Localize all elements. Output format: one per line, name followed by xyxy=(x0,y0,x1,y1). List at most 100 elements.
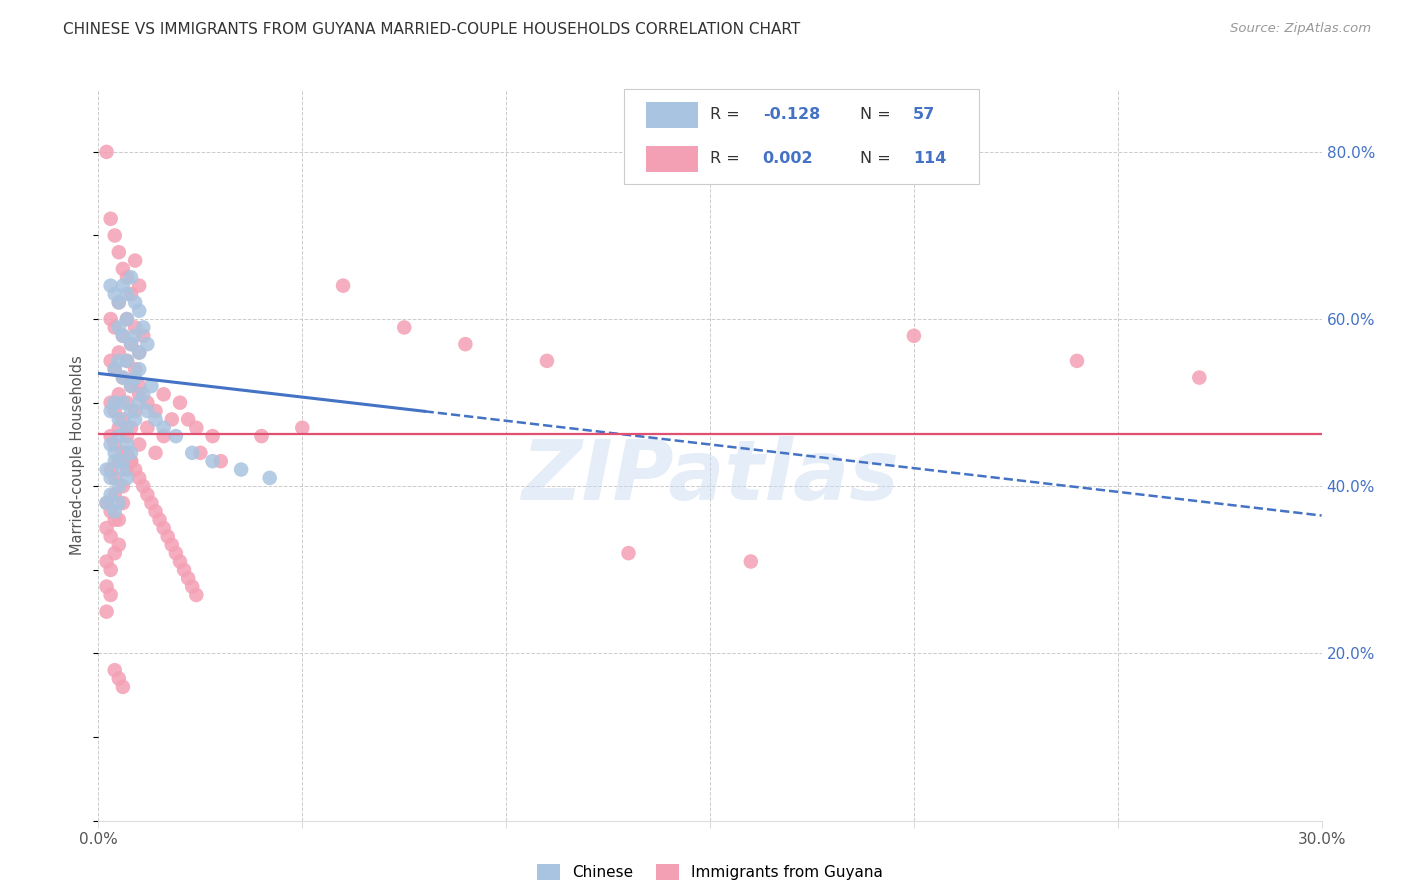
Point xyxy=(156,529,179,543)
Text: 0.002: 0.002 xyxy=(762,151,813,166)
Text: CHINESE VS IMMIGRANTS FROM GUYANA MARRIED-COUPLE HOUSEHOLDS CORRELATION CHART: CHINESE VS IMMIGRANTS FROM GUYANA MARRIE… xyxy=(63,22,800,37)
Point xyxy=(108,295,131,310)
Point xyxy=(132,320,155,334)
Point xyxy=(454,337,477,351)
Point xyxy=(115,312,138,326)
Point xyxy=(108,320,131,334)
Point xyxy=(115,270,138,285)
Text: Source: ZipAtlas.com: Source: ZipAtlas.com xyxy=(1230,22,1371,36)
Point xyxy=(111,496,134,510)
Point xyxy=(128,437,150,451)
Point xyxy=(152,521,174,535)
Point xyxy=(104,446,127,460)
Point xyxy=(96,462,118,476)
Point xyxy=(160,538,183,552)
Point xyxy=(111,395,134,409)
Point xyxy=(120,454,142,468)
Point xyxy=(108,429,131,443)
Point xyxy=(104,546,127,560)
Point xyxy=(145,504,167,518)
Point xyxy=(124,362,146,376)
Point xyxy=(120,446,142,460)
Point xyxy=(111,680,134,694)
Point xyxy=(128,278,150,293)
Point xyxy=(177,571,200,585)
Point xyxy=(108,479,131,493)
Point xyxy=(124,328,146,343)
Text: 114: 114 xyxy=(912,151,946,166)
Point xyxy=(100,504,122,518)
Point xyxy=(392,320,416,334)
Point xyxy=(104,287,127,301)
Point xyxy=(120,270,142,285)
Point xyxy=(96,605,118,619)
Point xyxy=(291,421,314,435)
Point xyxy=(132,479,155,493)
Point xyxy=(124,253,146,268)
Point xyxy=(96,554,118,568)
Point xyxy=(115,462,138,476)
Point xyxy=(100,312,122,326)
Point xyxy=(111,412,134,426)
Point xyxy=(100,354,122,368)
Point xyxy=(111,370,134,384)
Point xyxy=(132,328,155,343)
Point xyxy=(177,412,200,426)
Point xyxy=(100,429,122,443)
Point xyxy=(104,488,127,502)
Text: 57: 57 xyxy=(912,107,935,122)
Point xyxy=(104,320,127,334)
Point xyxy=(136,404,159,418)
Point xyxy=(115,287,138,301)
Point xyxy=(152,387,174,401)
Point xyxy=(100,404,122,418)
Point xyxy=(111,454,134,468)
Point xyxy=(100,588,122,602)
Point xyxy=(120,337,142,351)
Text: -0.128: -0.128 xyxy=(762,107,820,122)
Point xyxy=(181,446,204,460)
Point xyxy=(104,513,127,527)
Point xyxy=(100,462,122,476)
Point xyxy=(108,421,131,435)
Point xyxy=(145,446,167,460)
Point xyxy=(128,471,150,485)
Point xyxy=(120,379,142,393)
Point xyxy=(96,145,118,159)
Point xyxy=(149,513,172,527)
Point xyxy=(160,412,183,426)
Point xyxy=(111,462,134,476)
Point xyxy=(100,278,122,293)
Point xyxy=(104,362,127,376)
Point xyxy=(104,362,127,376)
Point xyxy=(100,563,122,577)
Point xyxy=(111,446,134,460)
Point xyxy=(740,554,762,568)
Point xyxy=(108,412,131,426)
Point xyxy=(115,354,138,368)
Point xyxy=(96,496,118,510)
Point xyxy=(96,521,118,535)
Point xyxy=(104,395,127,409)
Point xyxy=(186,421,208,435)
Point xyxy=(181,580,204,594)
Point xyxy=(104,663,127,677)
Point xyxy=(120,421,142,435)
Point xyxy=(188,446,212,460)
Point xyxy=(124,370,146,384)
Point xyxy=(536,354,558,368)
Point xyxy=(100,529,122,543)
Point xyxy=(120,379,142,393)
Point xyxy=(152,421,174,435)
Point xyxy=(145,404,167,418)
Point xyxy=(120,287,142,301)
Point xyxy=(141,496,163,510)
Text: R =: R = xyxy=(710,107,745,122)
Point xyxy=(128,362,150,376)
Point xyxy=(104,471,127,485)
Point xyxy=(332,278,354,293)
Point xyxy=(201,454,224,468)
Point xyxy=(1066,354,1088,368)
Point xyxy=(108,345,131,359)
Point xyxy=(104,454,127,468)
